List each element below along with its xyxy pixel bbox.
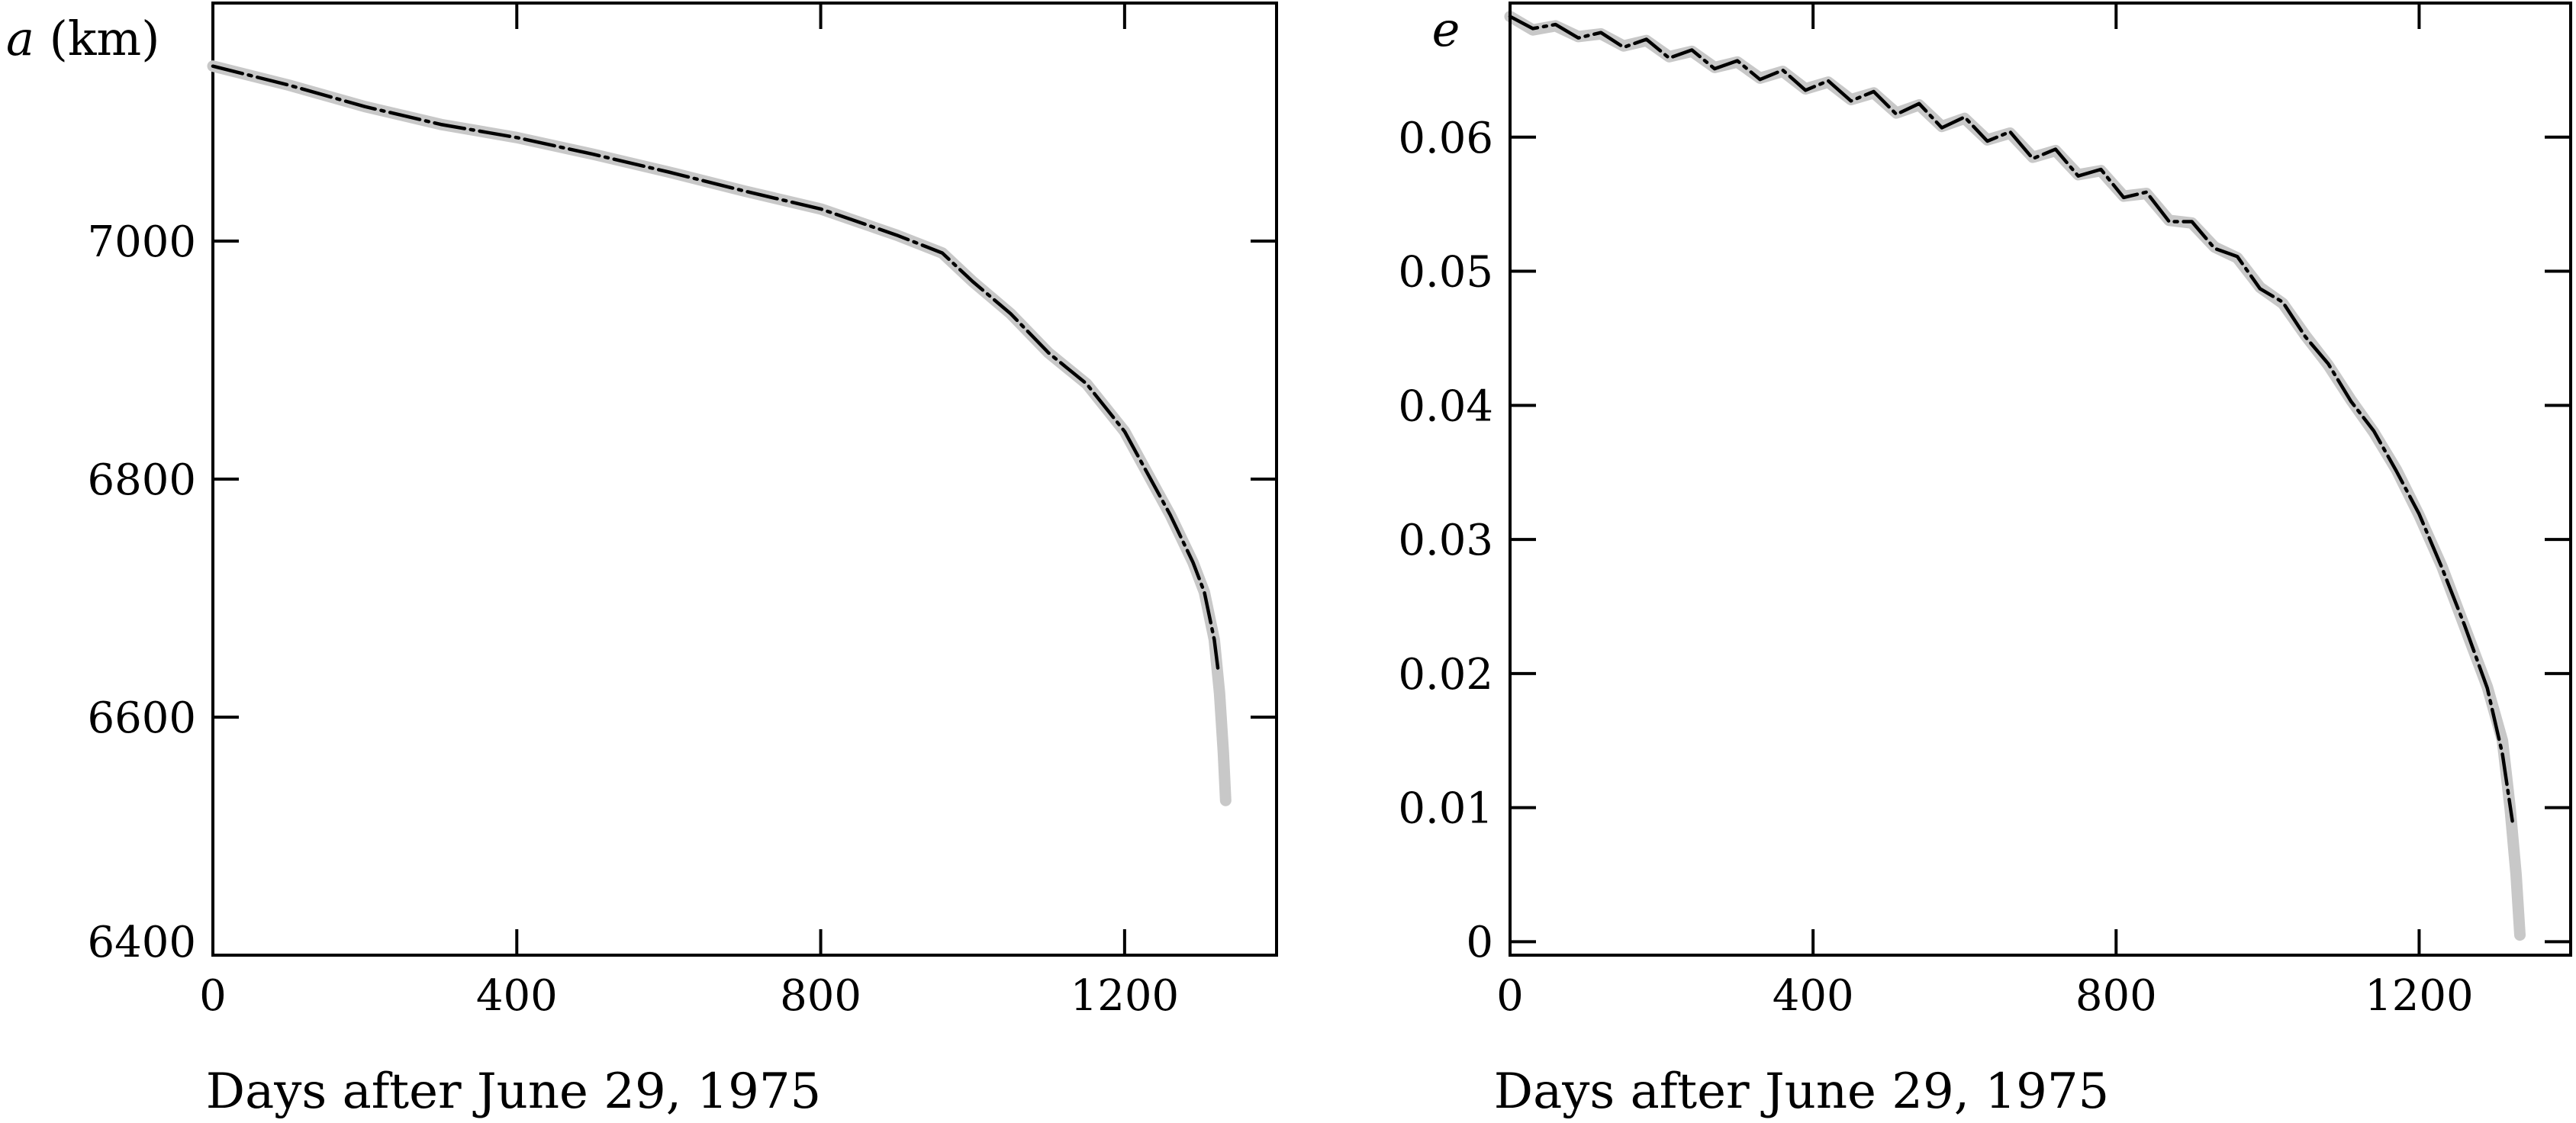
y-tick-label: 0.05 <box>1398 248 1493 298</box>
y-tick-label: 0.04 <box>1398 381 1493 431</box>
y-tick-label: 0.01 <box>1398 784 1493 834</box>
series-line-observed <box>211 64 1220 671</box>
x-tick-label: 0 <box>199 971 227 1021</box>
y-tick-label: 0.02 <box>1398 650 1493 700</box>
y-axis-title: a (km) <box>6 11 159 66</box>
x-axis-title: Days after June 29, 1975 <box>1494 1063 2110 1120</box>
x-tick-label: 400 <box>476 971 558 1021</box>
y-axis-variable: a <box>6 11 34 66</box>
series-line-model <box>207 60 1232 806</box>
x-tick-label: 800 <box>780 971 861 1021</box>
x-tick-label: 800 <box>2075 971 2157 1021</box>
chart-panel-eccentricity: 0 400 800 1200 0 0.01 0.02 0.03 0.04 0.05 0.06 Days… <box>1398 2 2572 1120</box>
y-tick-label: 0.03 <box>1398 516 1493 565</box>
chart-panel-semi-major-axis: 0 400 800 1200 6400 6600 6800 7000 Days after Ju… <box>6 2 1278 1120</box>
x-tick-label: 1200 <box>2365 971 2474 1021</box>
x-tick-label: 1200 <box>1071 971 1180 1021</box>
series-line-model <box>1504 11 2526 941</box>
series-line-observed <box>1508 14 2514 823</box>
plot-frame <box>1509 2 2572 957</box>
y-axis-variable: e <box>1432 2 1460 57</box>
y-tick-label: 6800 <box>87 455 196 505</box>
x-tick-label: 0 <box>1496 971 1524 1021</box>
y-axis-unit: (km) <box>34 11 159 66</box>
y-tick-label: 0.06 <box>1398 114 1493 163</box>
plot-frame <box>211 2 1278 957</box>
y-tick-label: 6600 <box>87 693 196 743</box>
y-tick-label: 0 <box>1466 918 1493 967</box>
x-axis-title: Days after June 29, 1975 <box>206 1063 822 1120</box>
y-tick-label: 6400 <box>87 918 196 967</box>
y-axis-title: e <box>1432 2 1460 57</box>
y-tick-label: 7000 <box>87 217 196 267</box>
x-tick-label: 400 <box>1773 971 1854 1021</box>
